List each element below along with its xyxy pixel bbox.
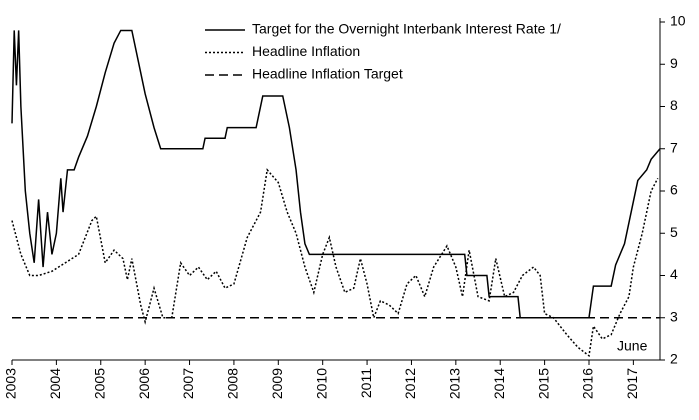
legend-label: Headline Inflation Target [252,66,403,82]
y-tick-label: 9 [670,55,678,71]
x-tick-label: 2012 [402,368,418,399]
x-tick-label: 2007 [180,368,196,399]
y-tick-label: 4 [670,266,678,282]
x-tick-label: 2011 [358,368,374,398]
series-line [11,168,659,358]
x-tick-label: 2009 [269,368,285,399]
x-tick-label: 2008 [225,368,241,399]
x-tick-label: 2016 [580,368,596,399]
x-tick-label: 2010 [313,368,329,399]
x-tick-label: 2015 [535,368,551,399]
y-tick-label: 3 [670,308,678,324]
y-tick-label: 8 [670,97,678,113]
y-tick-label: 2 [670,351,678,367]
annotation: June [617,338,648,354]
x-tick-label: 2014 [491,368,507,399]
series-line [11,29,661,319]
x-tick-label: 2006 [136,368,152,399]
x-tick-label: 2013 [447,368,463,399]
y-tick-label: 7 [670,139,678,155]
x-tick-label: 2017 [624,368,640,399]
legend-label: Target for the Overnight Interbank Inter… [252,21,561,37]
x-tick-label: 2003 [3,368,19,399]
legend-label: Headline Inflation [252,43,360,59]
x-tick-label: 2004 [47,368,63,399]
y-tick-label: 6 [670,182,678,198]
y-tick-label: 10 [670,13,686,29]
y-tick-label: 5 [670,224,678,240]
x-tick-label: 2005 [91,368,107,399]
